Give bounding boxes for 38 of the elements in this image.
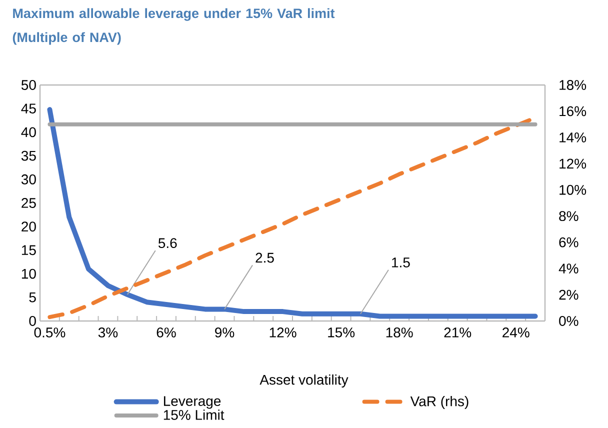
x-tick-label: 15% [328,328,355,338]
y2-tick-label: 10% [560,184,586,195]
x-tick-label: 3% [98,328,118,338]
x-tick-label: 24% [502,328,530,338]
x-tick-label: 12% [270,328,296,338]
y2-tick-label: 2% [559,290,578,300]
data-label: 2.5 [256,252,274,263]
y2-tick-label: 0% [559,316,578,326]
legend-label: VaR (rhs) [410,396,468,410]
x-tick-label: 21% [444,328,472,338]
y-tick-label: 0 [29,316,36,326]
chart-title: Maximum allowable leverage under 15% VaR limit (Multiple of NAV) [12,8,335,45]
y2-tick-label: 8% [559,211,578,222]
y-tick-label: 30 [21,174,36,184]
y-tick-label: 15 [22,245,36,256]
legend-label: 15% Limit [164,410,224,420]
x-tick-label: 18% [386,328,413,338]
y-tick-label: 5 [29,292,36,302]
data-label: 5.6 [158,238,177,248]
x-tick-label: 9% [215,328,234,338]
y2-tick-label: 4% [558,264,578,274]
y-tick-label: 20 [22,222,36,232]
y2-tick-label: 6% [559,237,578,248]
x-axis-title: Asset volatility [260,374,348,388]
y-tick-label: 40 [21,127,36,138]
y-tick-label: 50 [21,80,36,90]
y2-tick-label: 18% [560,80,586,90]
y-tick-label: 25 [22,198,36,208]
y-tick-label: 35 [21,150,36,161]
y-tick-label: 45 [21,104,36,114]
x-tick-label: 6% [156,328,176,338]
y2-tick-label: 14% [560,132,586,142]
y2-tick-label: 12% [560,158,586,169]
x-tick-label: 0.5% [34,328,66,338]
data-label: 1.5 [392,258,410,268]
y-tick-label: 10 [22,268,36,279]
y2-tick-label: 16% [560,106,586,116]
legend-label: Leverage [164,396,221,409]
